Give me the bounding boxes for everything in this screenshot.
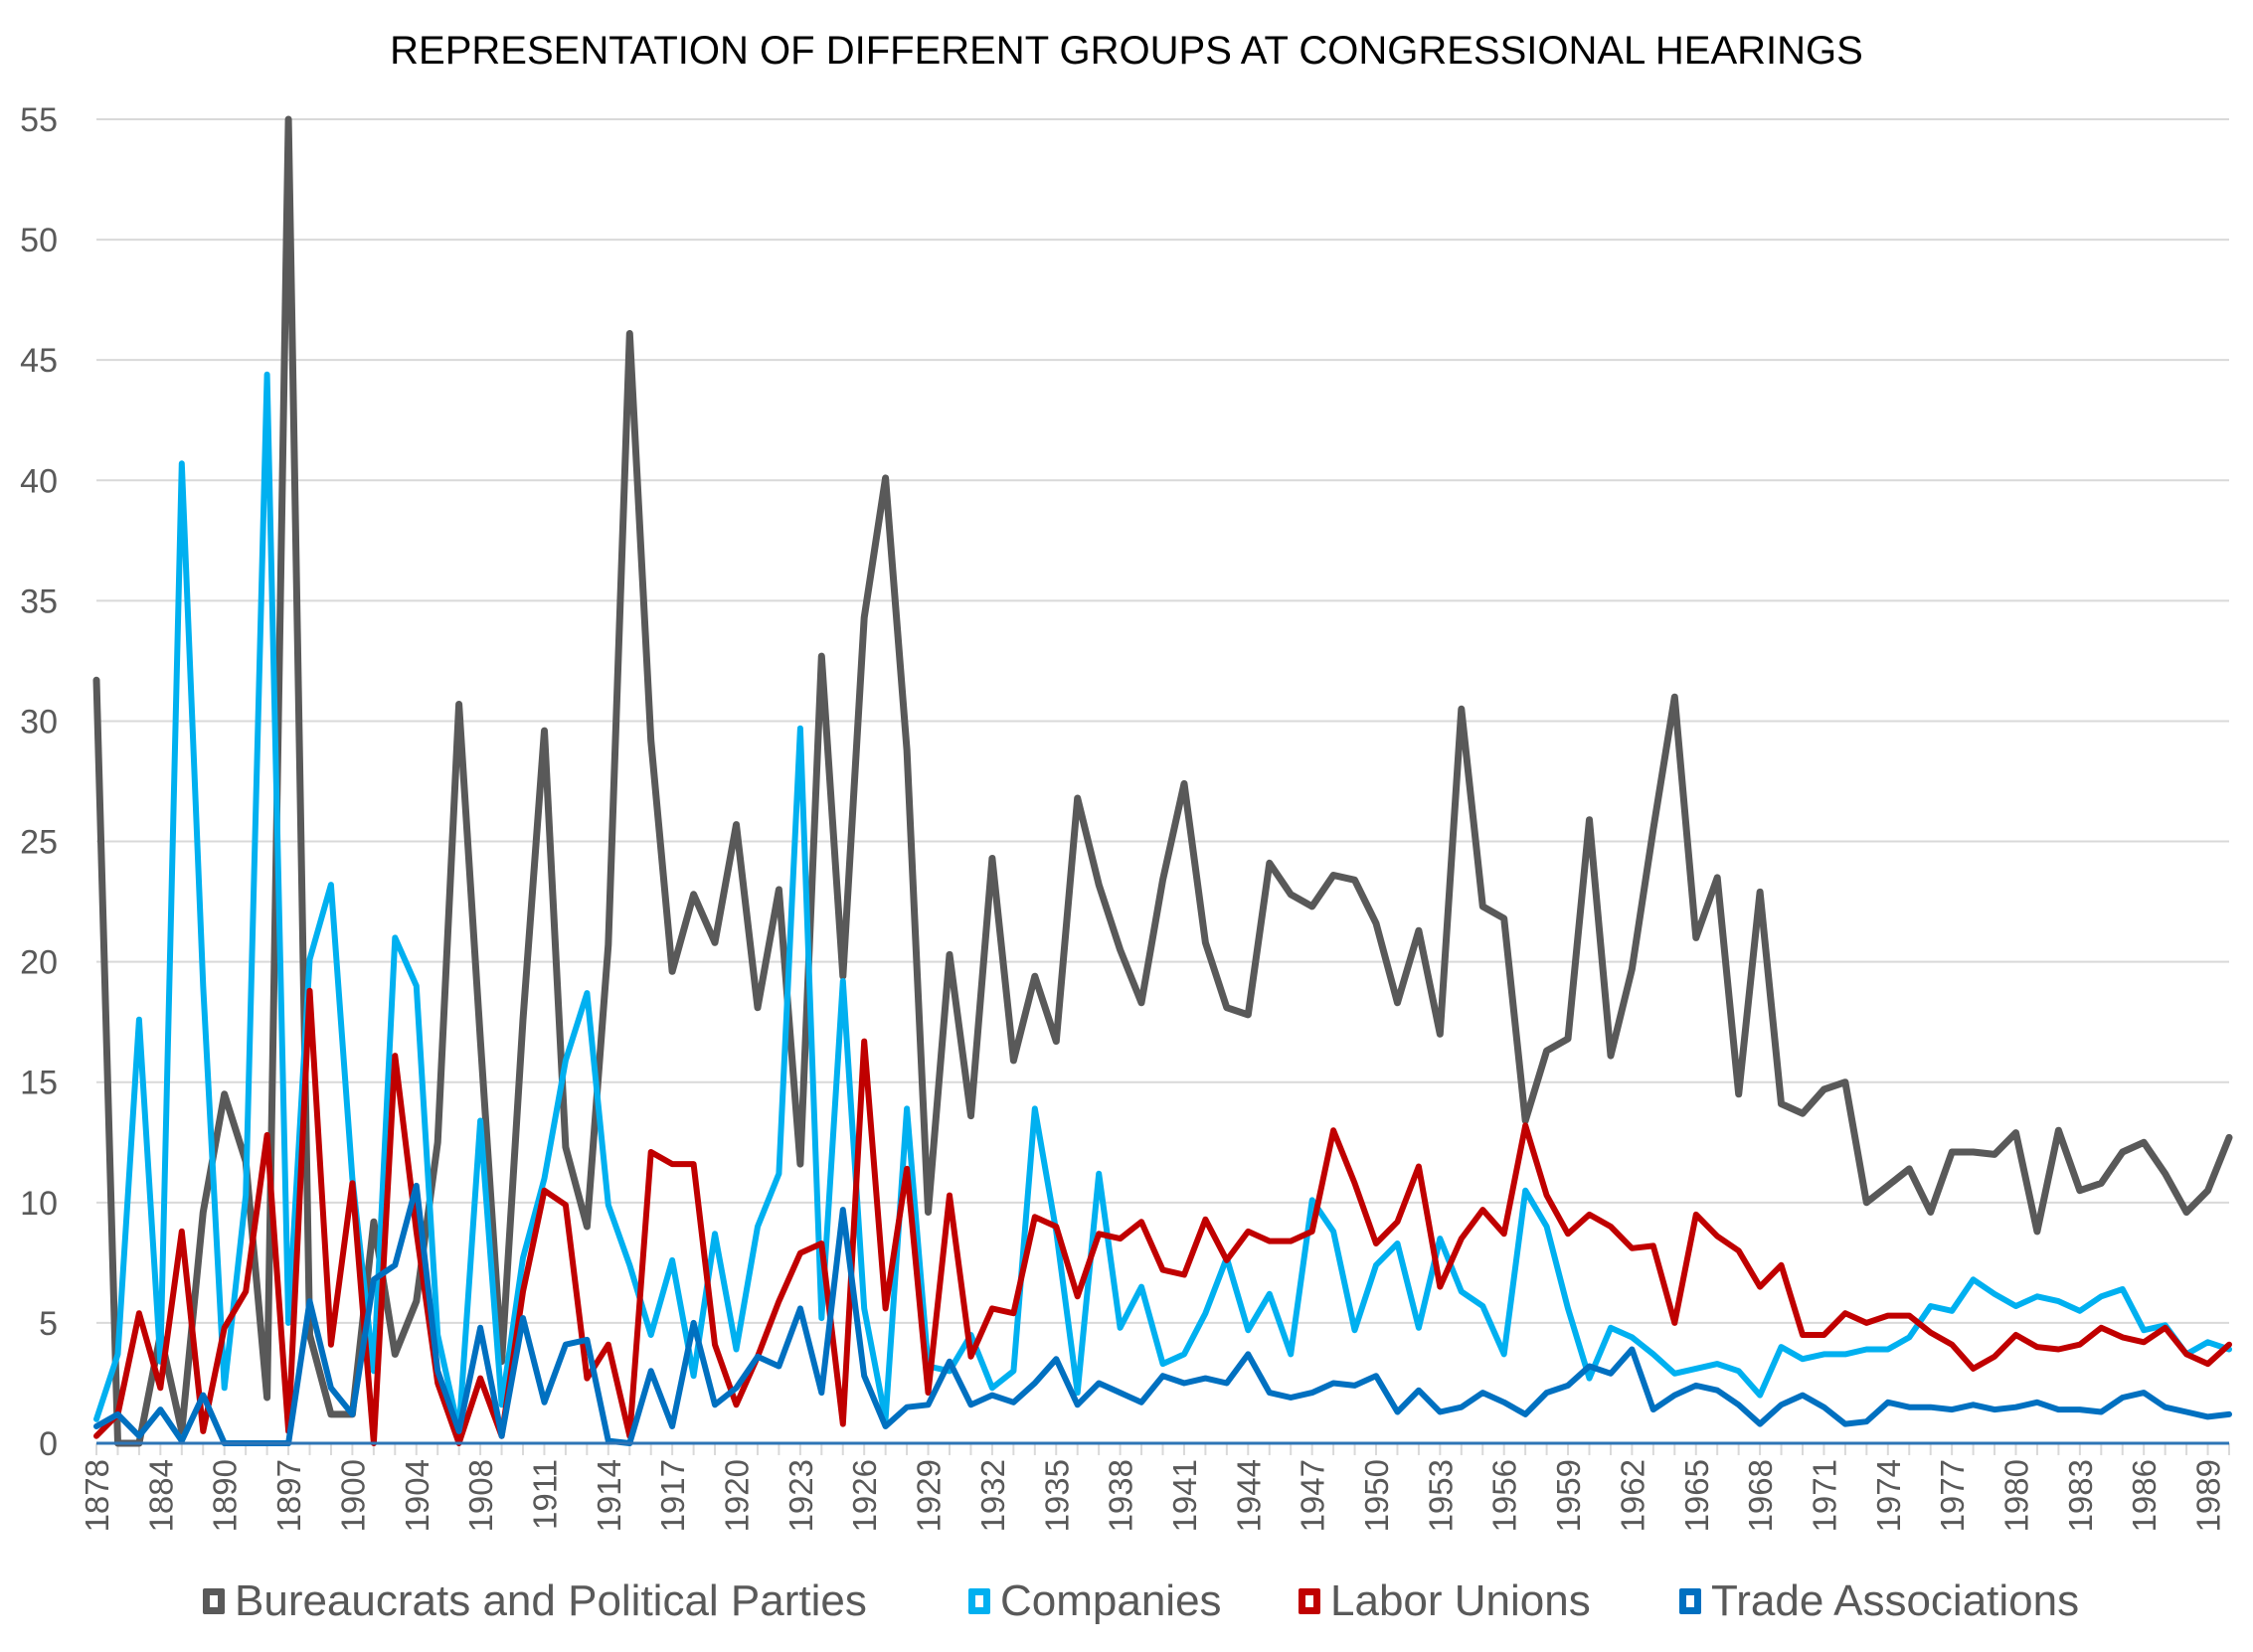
y-tick-label: 50 [20, 222, 58, 259]
y-tick-label: 55 [20, 101, 58, 139]
y-tick-label: 25 [20, 824, 58, 862]
y-tick-label: 10 [20, 1185, 58, 1223]
y-tick-label: 40 [20, 462, 58, 500]
legend-swatch-icon [1299, 1588, 1320, 1614]
x-tick-label: 1878 [79, 1459, 115, 1532]
x-tick-label: 1935 [1038, 1459, 1075, 1532]
legend-swatch-icon [1679, 1588, 1701, 1614]
x-tick-label: 1911 [526, 1459, 563, 1530]
x-tick-label: 1914 [591, 1459, 627, 1532]
x-tick-label: 1950 [1358, 1459, 1395, 1532]
x-tick-label: 1932 [974, 1459, 1011, 1532]
legend-item-bureaucrats[interactable]: Bureaucrats and Political Parties [203, 1576, 867, 1626]
y-tick-label: 45 [20, 342, 58, 380]
x-tick-label: 1941 [1166, 1459, 1203, 1532]
x-tick-label: 1929 [911, 1459, 948, 1532]
x-tick-label: 1956 [1486, 1459, 1523, 1532]
legend: Bureaucrats and Political Parties Compan… [0, 1576, 2253, 1636]
legend-label: Companies [1000, 1576, 1222, 1625]
y-axis: 0 5 10 15 20 25 30 35 40 45 50 55 [20, 101, 58, 1463]
x-tick-label: 1947 [1295, 1459, 1331, 1532]
legend-item-trade-associations[interactable]: Trade Associations [1679, 1576, 2079, 1626]
x-tick-label: 1965 [1678, 1459, 1715, 1532]
x-tick-label: 1884 [142, 1459, 179, 1532]
x-tick-label: 1900 [334, 1459, 371, 1532]
legend-swatch-icon [203, 1588, 225, 1614]
y-tick-label: 0 [39, 1425, 58, 1463]
x-tick-label: 1890 [207, 1459, 244, 1532]
x-tick-label: 1977 [1934, 1459, 1971, 1532]
x-tick-label: 1938 [1103, 1459, 1139, 1532]
x-tick-label: 1904 [399, 1459, 435, 1532]
series-companies [93, 371, 2232, 1434]
x-axis: 1878 1884 1890 1897 1900 1904 1908 1911 1914 1917… [79, 1443, 2230, 1532]
gridlines [96, 118, 2229, 1324]
x-tick-label: 1959 [1550, 1459, 1587, 1532]
legend-swatch-icon [968, 1588, 990, 1614]
series-labor-unions [93, 987, 2232, 1446]
x-tick-label: 1980 [1998, 1459, 2035, 1532]
series-bureaucrats-and-political-parties [92, 115, 2233, 1447]
x-tick-label: 1968 [1742, 1459, 1779, 1532]
x-tick-label: 1989 [2190, 1459, 2227, 1532]
x-tick-label: 1908 [462, 1459, 499, 1532]
legend-label: Labor Unions [1330, 1576, 1591, 1625]
x-tick-label: 1917 [654, 1459, 691, 1532]
x-tick-label: 1983 [2062, 1459, 2099, 1532]
x-tick-label: 1974 [1870, 1459, 1907, 1532]
y-tick-label: 15 [20, 1065, 58, 1102]
legend-item-companies[interactable]: Companies [968, 1576, 1222, 1626]
x-tick-label: 1971 [1806, 1459, 1842, 1532]
x-tick-label: 1923 [782, 1459, 819, 1532]
chart-title: REPRESENTATION OF DIFFERENT GROUPS AT CO… [390, 29, 1863, 73]
x-tick-label: 1926 [846, 1459, 883, 1532]
x-tick-label: 1953 [1422, 1459, 1459, 1532]
y-tick-label: 35 [20, 582, 58, 620]
x-tick-label: 1986 [2126, 1459, 2163, 1532]
y-tick-label: 5 [39, 1305, 58, 1343]
legend-label: Trade Associations [1711, 1576, 2080, 1625]
legend-item-labor-unions[interactable]: Labor Unions [1299, 1576, 1591, 1626]
y-tick-label: 30 [20, 703, 58, 741]
x-tick-label: 1920 [719, 1459, 756, 1532]
x-tick-label: 1897 [270, 1459, 307, 1532]
y-tick-label: 20 [20, 944, 58, 982]
legend-label: Bureaucrats and Political Parties [235, 1576, 867, 1625]
plot-area [92, 115, 2233, 1447]
x-tick-label: 1944 [1230, 1459, 1267, 1532]
x-tick-label: 1962 [1614, 1459, 1650, 1532]
